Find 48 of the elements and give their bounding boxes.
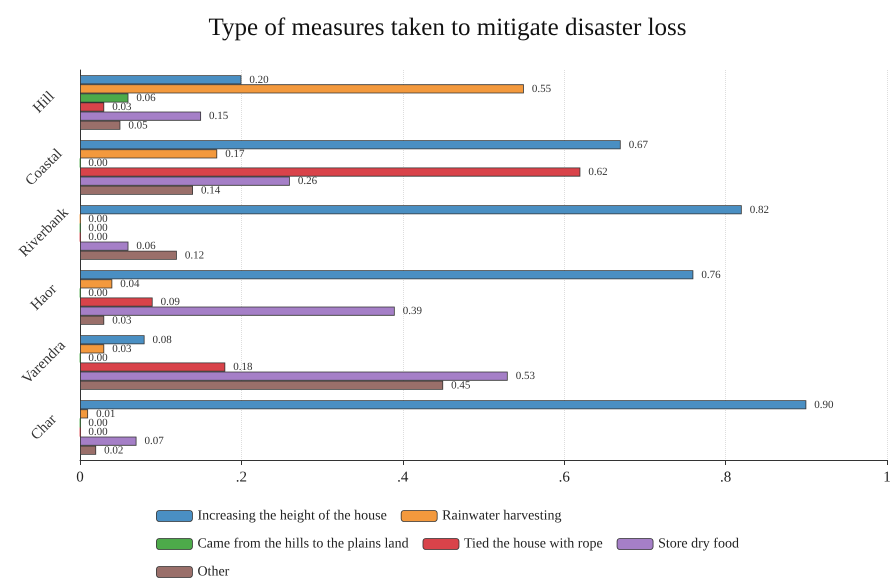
data-label: 0.00 [88,231,108,244]
data-label: 0.14 [200,184,221,196]
data-label: 0.20 [249,74,270,86]
data-label: 0.03 [112,314,132,326]
legend-label: Came from the hills to the plains land [197,536,409,552]
data-label: 0.02 [104,444,124,456]
data-label: 0.00 [88,426,108,438]
y-tick-label: Char [28,412,60,444]
data-label: 0.08 [152,334,172,346]
legend-label: Other [197,564,230,580]
data-label: 0.00 [88,286,108,299]
data-label: 0.82 [750,204,769,216]
data-label: 0.04 [120,278,140,290]
y-tick-label: Haor [28,281,60,314]
chart-title: Type of measures taken to mitigate disaster loss [208,14,686,41]
y-tick-label: Hill [30,88,58,116]
data-label: 0.07 [144,435,164,448]
data-label: 0.00 [88,352,108,364]
data-label: 0.17 [225,148,245,160]
data-label: 0.12 [184,249,204,262]
legend-label: Tied the house with rope [464,536,603,552]
data-label: 0.67 [628,138,648,151]
data-label: 0.53 [516,370,536,382]
x-tick-label: 1 [883,470,891,486]
data-label: 0.55 [532,82,552,95]
x-tick-label: .2 [236,470,248,486]
data-label: 0.06 [136,92,156,104]
legend-label: Increasing the height of the house [197,508,387,524]
data-label: 0.76 [701,268,722,281]
data-label: 0.05 [128,119,148,132]
data-label: 0.03 [112,342,132,355]
data-label: 0.18 [233,361,254,374]
data-label: 0.03 [112,101,132,114]
data-label: 0.90 [814,398,834,411]
x-tick-label: .6 [558,470,570,486]
data-label: 0.15 [209,110,229,122]
data-label: 0.62 [588,166,608,178]
x-tick-label: .4 [397,470,409,486]
data-label: 0.09 [160,296,180,308]
data-label: 0.39 [402,305,422,318]
x-tick-label: 0 [76,470,84,486]
legend-label: Store dry food [658,536,739,552]
data-label: 0.06 [136,240,156,252]
data-label: 0.45 [451,379,471,392]
data-label: 0.00 [88,156,108,169]
x-tick-label: .8 [720,470,732,486]
data-label: 0.26 [298,175,318,188]
legend-label: Rainwater harvesting [442,508,562,524]
